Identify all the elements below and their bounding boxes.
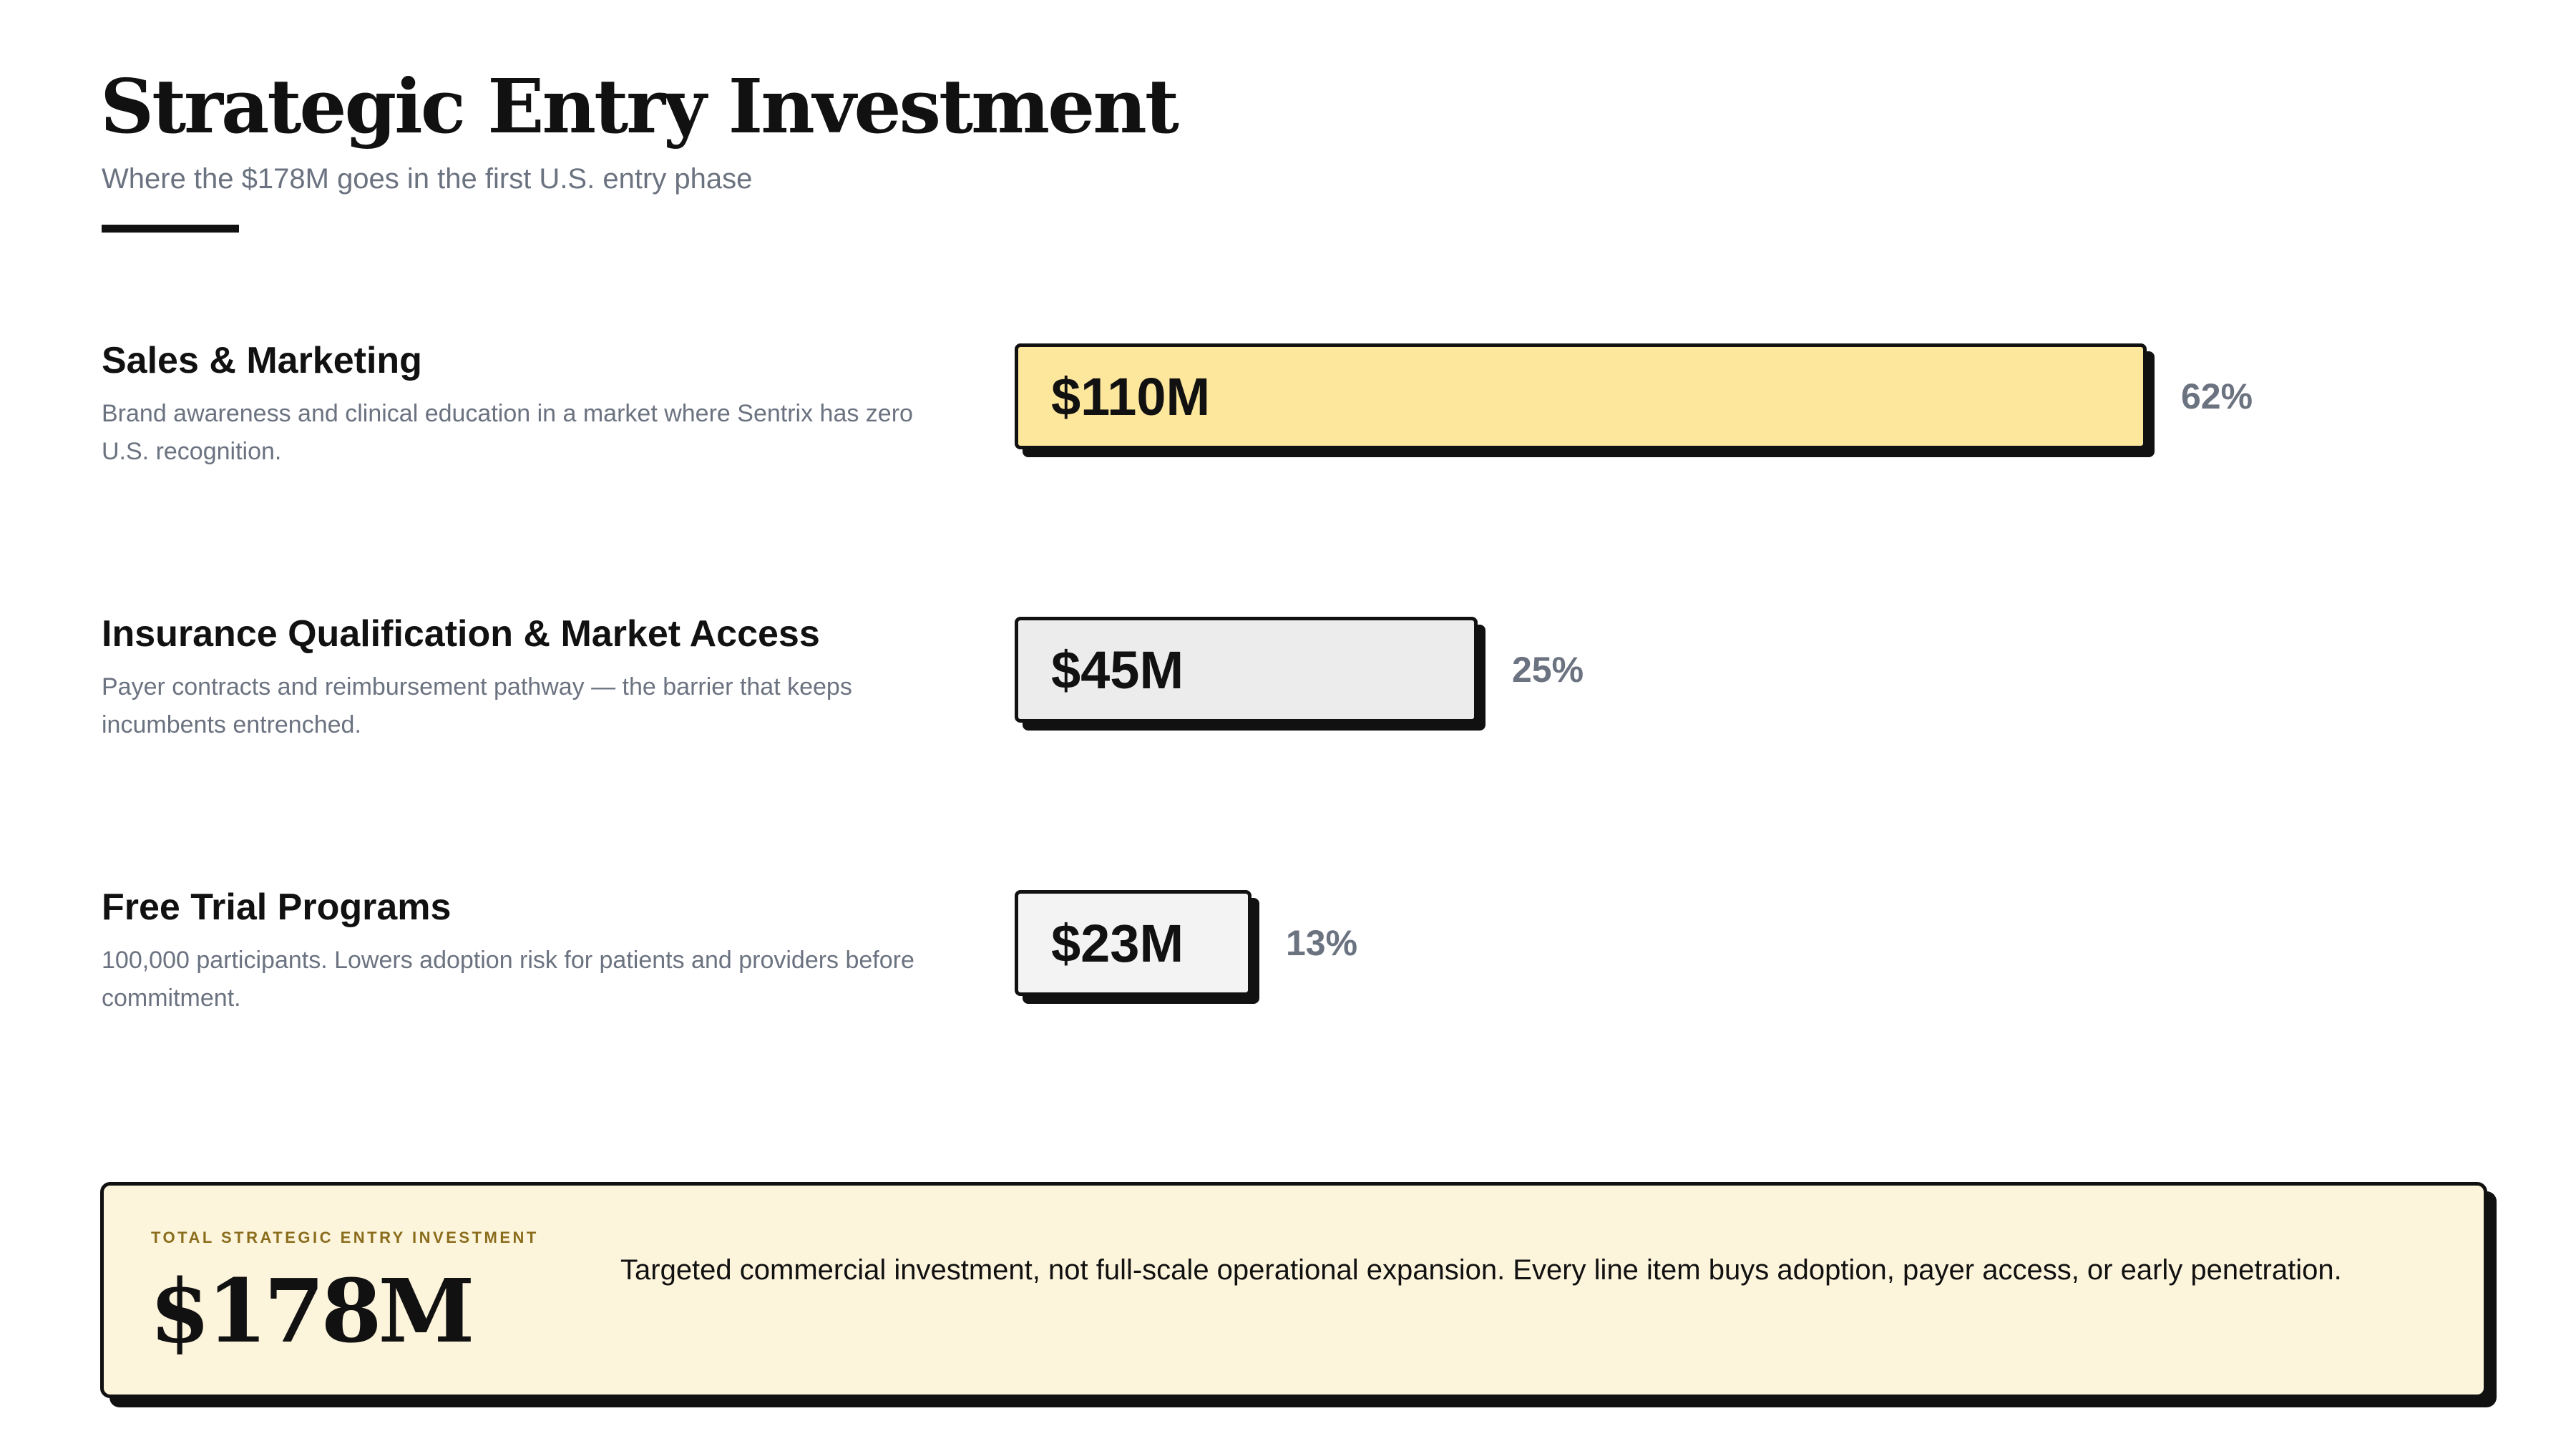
row-text-insurance-market-access: Insurance Qualification & Market Access P… (102, 610, 946, 744)
page-subtitle: Where the $178M goes in the first U.S. e… (102, 163, 753, 195)
bar-value-label: $23M (1051, 913, 1184, 973)
category-description: Payer contracts and reimbursement pathwa… (102, 673, 852, 738)
total-note: Targeted commercial investment, not full… (620, 1254, 2342, 1286)
total-summary-card: TOTAL STRATEGIC ENTRY INVESTMENT $178M T… (100, 1182, 2487, 1398)
bar-free-trial-programs: $23M (1015, 890, 1252, 996)
category-label: Free Trial Programs (102, 887, 452, 928)
total-kicker-label: TOTAL STRATEGIC ENTRY INVESTMENT (151, 1229, 539, 1246)
bar-percent-label: 13% (1286, 923, 1358, 963)
bar-percent-label: 62% (2181, 376, 2253, 416)
bar-insurance-market-access: $45M (1015, 617, 1478, 723)
title-underline (102, 225, 239, 233)
category-label: Insurance Qualification & Market Access (102, 613, 820, 655)
row-text-free-trial-programs: Free Trial Programs 100,000 participants.… (102, 883, 946, 1017)
category-description: Brand awareness and clinical education i… (102, 400, 913, 465)
bar-percent-label: 25% (1512, 650, 1584, 690)
total-amount: $178M (150, 1259, 475, 1362)
category-label: Sales & Marketing (102, 340, 422, 381)
bar-value-label: $45M (1051, 640, 1184, 700)
page-title: Strategic Entry Investment (100, 62, 1179, 150)
category-description: 100,000 participants. Lowers adoption ri… (102, 947, 914, 1012)
bar-sales-marketing: $110M (1015, 343, 2147, 449)
bar-value-label: $110M (1051, 366, 1211, 426)
row-text-sales-marketing: Sales & Marketing Brand awareness and cli… (102, 336, 946, 471)
